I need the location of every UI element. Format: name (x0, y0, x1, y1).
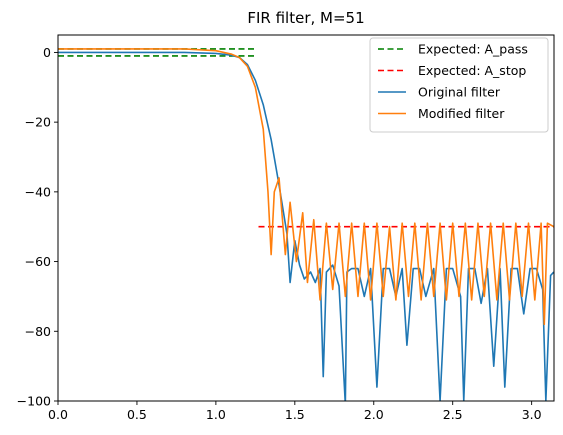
y-tick-label: −100 (17, 394, 51, 409)
x-tick-label: 1.0 (206, 407, 226, 422)
legend-label: Modified filter (418, 106, 505, 121)
axes-layer: 0.0 0.5 1.0 1.5 2.0 2.5 3.0 0 −20 −40 −60 −80 −100 (17, 45, 542, 422)
series-line-original-filter (58, 51, 554, 401)
legend-label: Expected: A_pass (418, 42, 528, 57)
y-tick-label: −80 (25, 324, 51, 339)
x-tick-label: 2.0 (364, 407, 384, 422)
y-tick-label: −20 (25, 115, 51, 130)
plot-frame (57, 34, 555, 402)
legend-label: Expected: A_stop (418, 63, 526, 78)
legend-box (369, 37, 549, 133)
series-layer (58, 48, 554, 401)
x-tick-label: 2.5 (443, 407, 463, 422)
x-tick-label: 3.0 (522, 407, 542, 422)
legend: Expected: A_pass Expected: A_stop Original… (369, 37, 549, 133)
y-tick-label: 0 (43, 45, 51, 60)
x-tick-label: 0.5 (127, 407, 147, 422)
y-tick-label: −60 (25, 254, 51, 269)
x-tick-label: 0.0 (48, 407, 68, 422)
legend-label: Original filter (418, 85, 501, 100)
series-line-modified-filter (58, 48, 554, 326)
y-tick-label: −40 (25, 184, 51, 199)
chart-title: FIR filter, M=51 (247, 9, 364, 27)
x-tick-label: 1.5 (285, 407, 305, 422)
